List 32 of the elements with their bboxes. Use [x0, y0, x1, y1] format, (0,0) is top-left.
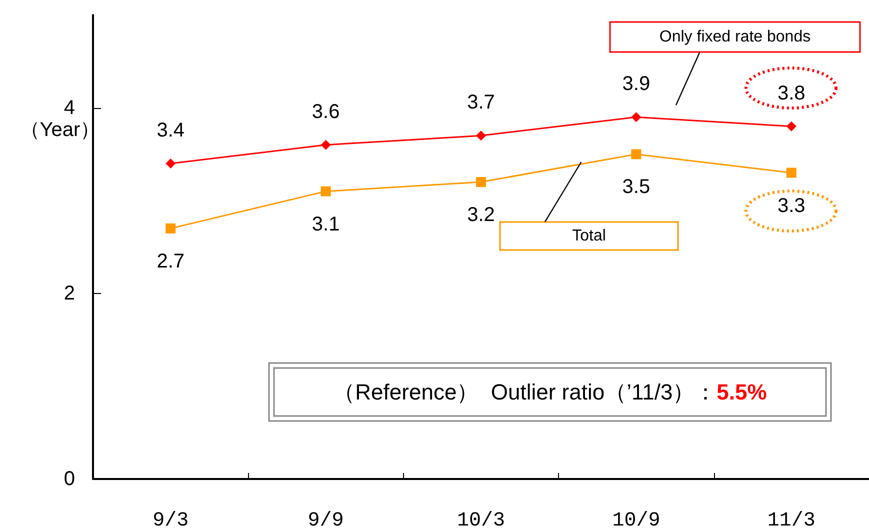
x-tick-label: 11/3 — [767, 510, 816, 531]
data-label: 3.9 — [622, 73, 650, 96]
point — [476, 130, 486, 141]
data-label: 3.2 — [467, 204, 495, 226]
data-label: 3.3 — [777, 194, 806, 217]
point — [786, 121, 796, 132]
point — [631, 112, 642, 122]
data-label: 3.1 — [312, 213, 340, 236]
y-tick-label: 0 — [64, 468, 75, 490]
y-tick-label: 4 — [64, 96, 75, 119]
point — [320, 140, 331, 150]
y-tick-label: 2 — [64, 282, 75, 304]
data-label: 3.7 — [467, 92, 495, 114]
x-tick-label: 9/9 — [308, 510, 344, 531]
x-tick-label: 10/3 — [456, 510, 506, 531]
data-label: 3.8 — [777, 82, 806, 104]
annotation: （Reference） Outlier ratio（’11/3）：5.5% — [333, 380, 767, 404]
point — [166, 223, 176, 234]
point — [631, 149, 642, 160]
y-axis-title: （Year） — [20, 118, 100, 141]
point — [166, 158, 176, 168]
x-tick-label: 10/9 — [612, 510, 660, 531]
x-tick-label: 9/3 — [152, 510, 189, 531]
point — [320, 186, 331, 196]
data-label: 3.4 — [156, 119, 185, 142]
text: Only fixed rate bonds — [659, 28, 811, 46]
point — [786, 168, 796, 178]
text: Total — [572, 228, 606, 244]
data-label: 3.6 — [312, 100, 340, 123]
point — [476, 177, 486, 188]
data-label: 3.5 — [622, 176, 650, 198]
data-label: 2.7 — [156, 250, 185, 272]
